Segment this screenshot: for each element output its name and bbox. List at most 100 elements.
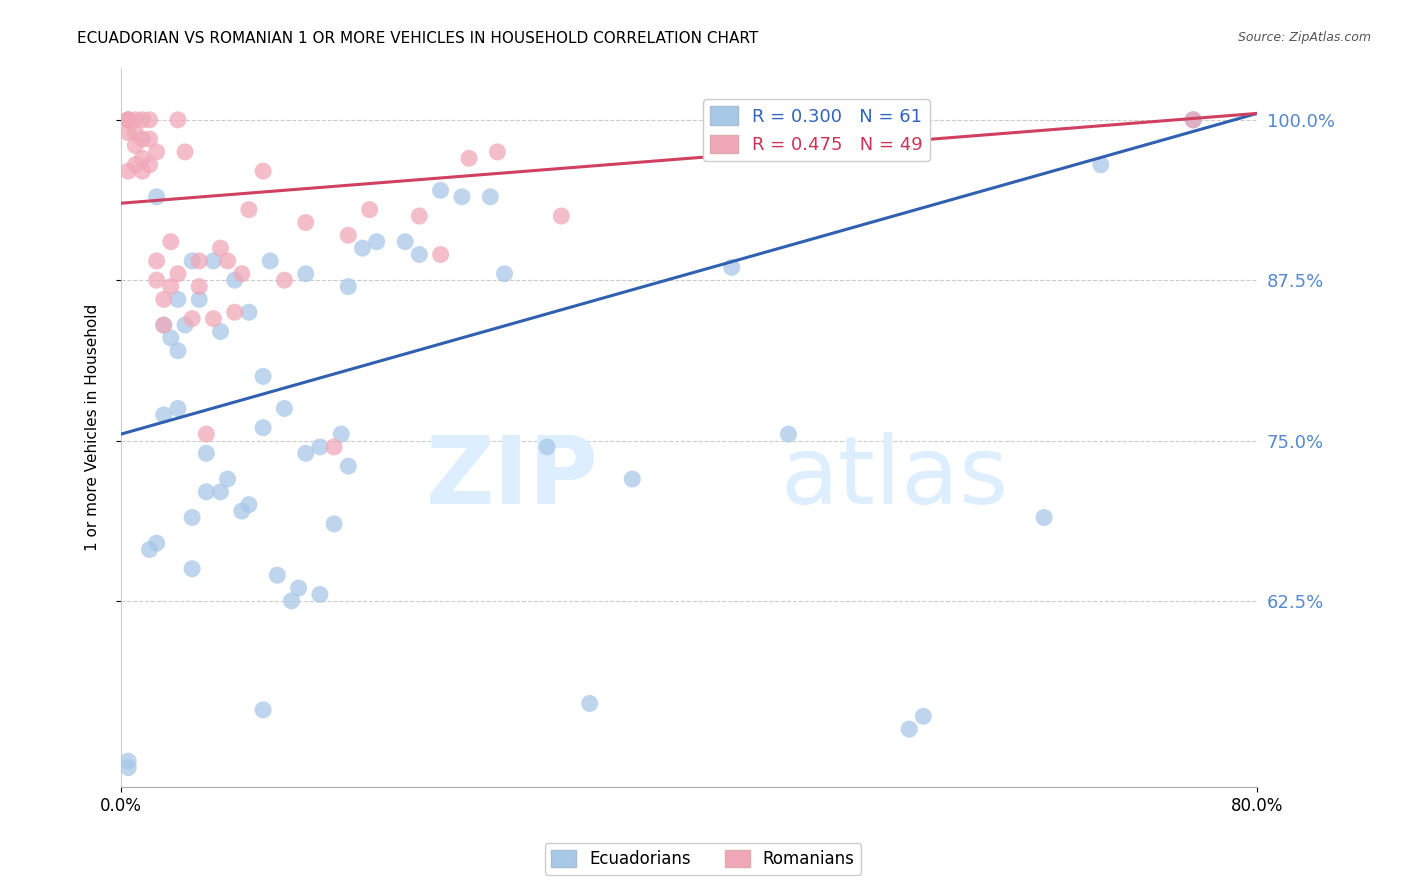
Point: [181, 254, 204, 268]
Point: [486, 145, 509, 159]
Point: [330, 427, 353, 442]
Point: [160, 331, 183, 345]
Point: [394, 235, 416, 249]
Point: [429, 183, 451, 197]
Point: [138, 112, 160, 127]
Y-axis label: 1 or more Vehicles in Household: 1 or more Vehicles in Household: [86, 304, 100, 551]
Point: [287, 581, 309, 595]
Point: [209, 241, 232, 255]
Point: [181, 510, 204, 524]
Point: [117, 754, 139, 768]
Point: [145, 145, 167, 159]
Point: [195, 484, 218, 499]
Point: [238, 305, 260, 319]
Point: [152, 318, 174, 332]
Point: [231, 267, 253, 281]
Point: [408, 247, 430, 261]
Text: Source: ZipAtlas.com: Source: ZipAtlas.com: [1237, 31, 1371, 45]
Point: [145, 536, 167, 550]
Point: [621, 472, 644, 486]
Point: [188, 293, 211, 307]
Point: [124, 126, 146, 140]
Point: [138, 542, 160, 557]
Legend: Ecuadorians, Romanians: Ecuadorians, Romanians: [544, 843, 862, 875]
Point: [131, 164, 153, 178]
Point: [181, 311, 204, 326]
Point: [174, 145, 197, 159]
Point: [231, 504, 253, 518]
Point: [1182, 112, 1205, 127]
Point: [337, 228, 360, 243]
Point: [494, 267, 516, 281]
Point: [195, 427, 218, 442]
Point: [912, 709, 935, 723]
Point: [209, 325, 232, 339]
Point: [138, 158, 160, 172]
Point: [131, 112, 153, 127]
Point: [167, 267, 190, 281]
Point: [536, 440, 558, 454]
Point: [202, 311, 225, 326]
Point: [294, 267, 316, 281]
Point: [145, 254, 167, 268]
Point: [1090, 158, 1112, 172]
Point: [202, 254, 225, 268]
Point: [224, 273, 246, 287]
Point: [238, 202, 260, 217]
Point: [138, 132, 160, 146]
Point: [209, 484, 232, 499]
Point: [124, 158, 146, 172]
Point: [117, 126, 139, 140]
Point: [167, 343, 190, 358]
Point: [280, 594, 302, 608]
Point: [131, 151, 153, 165]
Point: [359, 202, 381, 217]
Point: [224, 305, 246, 319]
Point: [117, 112, 139, 127]
Point: [1182, 112, 1205, 127]
Point: [124, 138, 146, 153]
Point: [252, 164, 274, 178]
Text: ZIP: ZIP: [426, 432, 598, 524]
Point: [145, 190, 167, 204]
Point: [550, 209, 572, 223]
Point: [117, 761, 139, 775]
Point: [117, 112, 139, 127]
Point: [273, 401, 295, 416]
Point: [1033, 510, 1056, 524]
Point: [131, 132, 153, 146]
Point: [152, 318, 174, 332]
Point: [337, 459, 360, 474]
Point: [188, 279, 211, 293]
Point: [578, 697, 600, 711]
Point: [778, 427, 800, 442]
Point: [124, 112, 146, 127]
Point: [117, 164, 139, 178]
Point: [167, 401, 190, 416]
Point: [366, 235, 388, 249]
Point: [217, 254, 239, 268]
Point: [337, 279, 360, 293]
Point: [309, 440, 332, 454]
Point: [458, 151, 481, 165]
Point: [451, 190, 474, 204]
Point: [117, 112, 139, 127]
Point: [195, 446, 218, 460]
Point: [167, 112, 190, 127]
Point: [273, 273, 295, 287]
Point: [152, 408, 174, 422]
Point: [734, 145, 756, 159]
Point: [1182, 112, 1205, 127]
Point: [252, 703, 274, 717]
Point: [252, 369, 274, 384]
Text: ECUADORIAN VS ROMANIAN 1 OR MORE VEHICLES IN HOUSEHOLD CORRELATION CHART: ECUADORIAN VS ROMANIAN 1 OR MORE VEHICLE…: [77, 31, 759, 46]
Point: [252, 420, 274, 434]
Point: [152, 293, 174, 307]
Point: [145, 273, 167, 287]
Point: [352, 241, 374, 255]
Point: [294, 215, 316, 229]
Point: [217, 472, 239, 486]
Point: [188, 254, 211, 268]
Point: [323, 516, 346, 531]
Point: [174, 318, 197, 332]
